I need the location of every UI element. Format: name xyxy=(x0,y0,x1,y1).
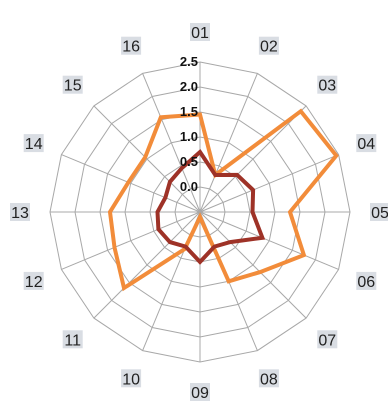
category-label-bg xyxy=(317,330,338,349)
category-label-bg xyxy=(190,23,210,41)
category-label-09: 09 xyxy=(191,385,209,402)
category-label-14: 14 xyxy=(25,136,43,153)
category-label-03: 03 xyxy=(318,78,336,95)
radar-grid xyxy=(49,61,351,363)
grid-spoke xyxy=(142,73,201,213)
radial-tick-label: 0.5 xyxy=(180,154,198,169)
category-label-bg xyxy=(23,271,44,290)
category-label-bg xyxy=(121,369,142,388)
category-label-16: 16 xyxy=(122,39,140,56)
radial-tick-label: 1.0 xyxy=(180,129,198,144)
category-label-bg xyxy=(258,369,279,388)
category-label-05: 05 xyxy=(371,205,388,222)
category-label-12: 12 xyxy=(25,274,43,291)
category-label-10: 10 xyxy=(122,371,140,388)
category-label-bg xyxy=(62,75,83,94)
category-label-bg xyxy=(10,203,30,221)
category-label-bg xyxy=(23,134,44,153)
category-label-bg xyxy=(190,383,210,401)
grid-spoke xyxy=(61,154,201,213)
radial-tick-label: 1.5 xyxy=(180,104,198,119)
category-label-bg xyxy=(121,36,142,55)
category-label-bg xyxy=(258,36,279,55)
category-label-15: 15 xyxy=(64,78,82,95)
grid-spoke xyxy=(93,211,201,319)
grid-spoke xyxy=(199,73,258,213)
grid-spoke xyxy=(199,154,339,213)
category-label-06: 06 xyxy=(357,274,375,291)
category-label-07: 07 xyxy=(318,332,336,349)
series-line-1 xyxy=(107,108,339,292)
grid-spoke xyxy=(93,105,201,213)
category-label-bg xyxy=(62,330,83,349)
radar-series xyxy=(107,108,339,292)
category-label-04: 04 xyxy=(357,136,375,153)
category-label-13: 13 xyxy=(11,205,29,222)
grid-spoke xyxy=(199,105,307,213)
category-label-01: 01 xyxy=(191,25,209,42)
category-label-bg xyxy=(356,271,377,290)
category-label-bg xyxy=(370,203,388,221)
radial-tick-label: 0.0 xyxy=(180,179,198,194)
category-label-02: 02 xyxy=(260,39,278,56)
category-label-bg xyxy=(356,134,377,153)
grid-spoke xyxy=(199,211,339,270)
category-labels: 01 02 03 04 05 06 07 08 09 10 11 12 13 14 15 16 xyxy=(10,23,388,402)
category-label-bg xyxy=(317,75,338,94)
category-label-11: 11 xyxy=(64,332,81,349)
grid-spoke xyxy=(199,211,307,319)
radial-tick-labels: 0.0 0.5 1.0 1.5 2.0 2.5 xyxy=(180,54,198,194)
grid-spoke xyxy=(61,211,201,270)
radial-tick-label: 2.5 xyxy=(180,54,198,69)
series-line-2 xyxy=(155,148,266,265)
radial-tick-label: 2.0 xyxy=(180,79,198,94)
category-label-08: 08 xyxy=(260,371,278,388)
